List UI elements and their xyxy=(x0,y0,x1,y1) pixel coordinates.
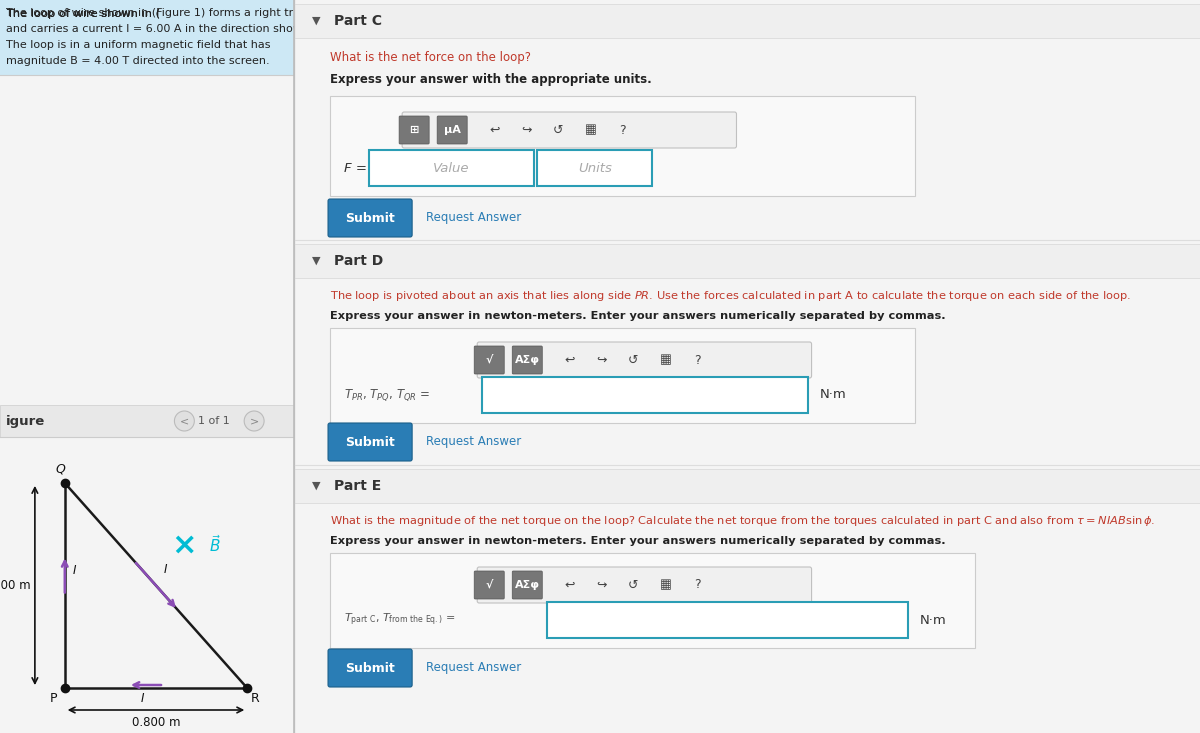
Text: I: I xyxy=(73,564,77,577)
Text: $\vec{B}$: $\vec{B}$ xyxy=(209,534,222,556)
Text: $T_{PR}$, $T_{PQ}$, $T_{QR}$ =: $T_{PR}$, $T_{PQ}$, $T_{QR}$ = xyxy=(344,387,431,403)
FancyBboxPatch shape xyxy=(330,553,974,648)
Text: AΣφ: AΣφ xyxy=(515,580,540,590)
Text: $T_{\rm part\ C}$, $T_{\rm from\ the\ Eq.)}$ =: $T_{\rm part\ C}$, $T_{\rm from\ the\ Eq… xyxy=(344,612,456,628)
Text: >: > xyxy=(250,416,259,426)
Text: ?: ? xyxy=(694,353,701,366)
FancyBboxPatch shape xyxy=(330,96,914,196)
Text: ↩: ↩ xyxy=(488,123,499,136)
Text: Part C: Part C xyxy=(334,14,382,28)
Text: ↪: ↪ xyxy=(521,123,532,136)
Text: μA: μA xyxy=(444,125,461,135)
Circle shape xyxy=(244,411,264,431)
Text: What is the magnitude of the net torque on the loop? Calculate the net torque fr: What is the magnitude of the net torque … xyxy=(330,514,1156,528)
Text: igure: igure xyxy=(6,414,46,427)
Text: The loop of wire shown in (: The loop of wire shown in ( xyxy=(6,9,160,19)
FancyBboxPatch shape xyxy=(0,405,294,437)
FancyBboxPatch shape xyxy=(328,423,412,461)
Text: Units: Units xyxy=(578,161,612,174)
Text: 0.600 m: 0.600 m xyxy=(0,579,31,592)
Text: N·m: N·m xyxy=(919,614,947,627)
Text: ▦: ▦ xyxy=(584,123,596,136)
FancyBboxPatch shape xyxy=(402,112,737,148)
Text: 1 of 1: 1 of 1 xyxy=(198,416,230,426)
Text: <: < xyxy=(180,416,188,426)
Text: ?: ? xyxy=(619,123,625,136)
FancyBboxPatch shape xyxy=(482,377,808,413)
Text: Part D: Part D xyxy=(334,254,383,268)
Text: ↩: ↩ xyxy=(564,578,575,592)
Text: Request Answer: Request Answer xyxy=(426,435,521,449)
Text: ↺: ↺ xyxy=(628,578,638,592)
Text: ▼: ▼ xyxy=(312,481,320,491)
Text: magnitude B = 4.00 T directed into the screen.: magnitude B = 4.00 T directed into the s… xyxy=(6,56,270,66)
Text: ↪: ↪ xyxy=(596,353,606,366)
Text: R: R xyxy=(251,692,260,705)
FancyBboxPatch shape xyxy=(538,150,653,186)
FancyBboxPatch shape xyxy=(328,199,412,237)
Text: The loop of wire shown in (: The loop of wire shown in ( xyxy=(6,9,160,19)
FancyBboxPatch shape xyxy=(370,150,534,186)
FancyBboxPatch shape xyxy=(474,571,504,599)
Text: ↪: ↪ xyxy=(596,578,606,592)
Text: Value: Value xyxy=(433,161,470,174)
Text: Request Answer: Request Answer xyxy=(426,212,521,224)
Text: ?: ? xyxy=(694,578,701,592)
Text: √: √ xyxy=(486,580,493,590)
FancyBboxPatch shape xyxy=(294,469,1200,503)
Text: I: I xyxy=(142,691,144,704)
FancyBboxPatch shape xyxy=(294,4,1200,38)
FancyBboxPatch shape xyxy=(294,244,1200,278)
Text: Request Answer: Request Answer xyxy=(426,661,521,674)
Text: and carries a current I = 6.00 A in the direction shown.: and carries a current I = 6.00 A in the … xyxy=(6,24,313,34)
FancyBboxPatch shape xyxy=(478,342,811,378)
FancyBboxPatch shape xyxy=(0,0,294,75)
Text: ↺: ↺ xyxy=(553,123,564,136)
Text: ↩: ↩ xyxy=(564,353,575,366)
Text: What is the net force on the loop?: What is the net force on the loop? xyxy=(330,51,532,65)
Text: ▼: ▼ xyxy=(312,256,320,266)
FancyBboxPatch shape xyxy=(437,116,467,144)
Text: Express your answer in newton-meters. Enter your answers numerically separated b: Express your answer in newton-meters. En… xyxy=(330,536,946,546)
Text: Part E: Part E xyxy=(334,479,382,493)
Text: ×: × xyxy=(172,531,197,559)
Text: Submit: Submit xyxy=(346,435,395,449)
Text: ▦: ▦ xyxy=(660,353,671,366)
FancyBboxPatch shape xyxy=(512,346,542,374)
Text: Express your answer in newton-meters. Enter your answers numerically separated b: Express your answer in newton-meters. En… xyxy=(330,311,946,321)
Text: ▦: ▦ xyxy=(660,578,671,592)
Text: ↺: ↺ xyxy=(628,353,638,366)
FancyBboxPatch shape xyxy=(512,571,542,599)
FancyBboxPatch shape xyxy=(547,602,907,638)
Text: Q: Q xyxy=(56,462,66,475)
Text: N·m: N·m xyxy=(820,388,846,402)
FancyBboxPatch shape xyxy=(328,649,412,687)
FancyBboxPatch shape xyxy=(478,567,811,603)
Text: 0.800 m: 0.800 m xyxy=(132,716,180,729)
Text: The loop is pivoted about an axis that lies along side $\it{PR}$. Use the forces: The loop is pivoted about an axis that l… xyxy=(330,289,1132,303)
FancyBboxPatch shape xyxy=(474,346,504,374)
Text: ▼: ▼ xyxy=(312,16,320,26)
Text: The loop of wire shown in (Figure 1) forms a right triangle: The loop of wire shown in (Figure 1) for… xyxy=(6,8,328,18)
Text: AΣφ: AΣφ xyxy=(515,355,540,365)
Text: Submit: Submit xyxy=(346,212,395,224)
Text: I: I xyxy=(164,563,168,576)
Text: Submit: Submit xyxy=(346,661,395,674)
Text: F =: F = xyxy=(344,161,367,174)
Text: P: P xyxy=(49,692,56,705)
FancyBboxPatch shape xyxy=(330,328,914,423)
FancyBboxPatch shape xyxy=(400,116,430,144)
Text: √: √ xyxy=(486,355,493,365)
Text: ⊞: ⊞ xyxy=(409,125,419,135)
Circle shape xyxy=(174,411,194,431)
Text: The loop is in a uniform magnetic field that has: The loop is in a uniform magnetic field … xyxy=(6,40,270,50)
Text: Express your answer with the appropriate units.: Express your answer with the appropriate… xyxy=(330,73,652,86)
